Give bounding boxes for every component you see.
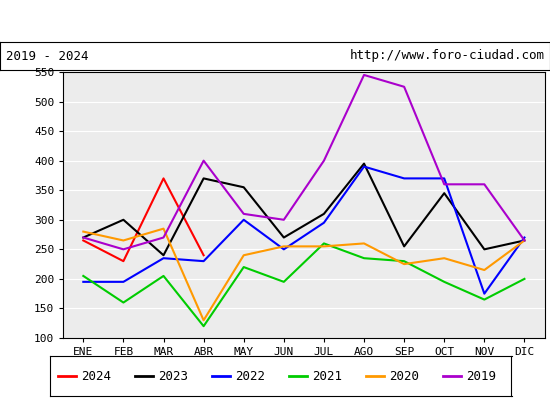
Text: 2019: 2019 (466, 370, 496, 382)
Text: 2020: 2020 (389, 370, 419, 382)
Text: 2023: 2023 (158, 370, 188, 382)
Text: 2024: 2024 (81, 370, 111, 382)
Text: 2021: 2021 (312, 370, 342, 382)
Text: http://www.foro-ciudad.com: http://www.foro-ciudad.com (349, 50, 544, 62)
Text: Evolucion Nº Turistas Extranjeros en el municipio de Peligros: Evolucion Nº Turistas Extranjeros en el … (8, 14, 542, 28)
Text: 2022: 2022 (235, 370, 265, 382)
Text: 2019 - 2024: 2019 - 2024 (6, 50, 88, 62)
